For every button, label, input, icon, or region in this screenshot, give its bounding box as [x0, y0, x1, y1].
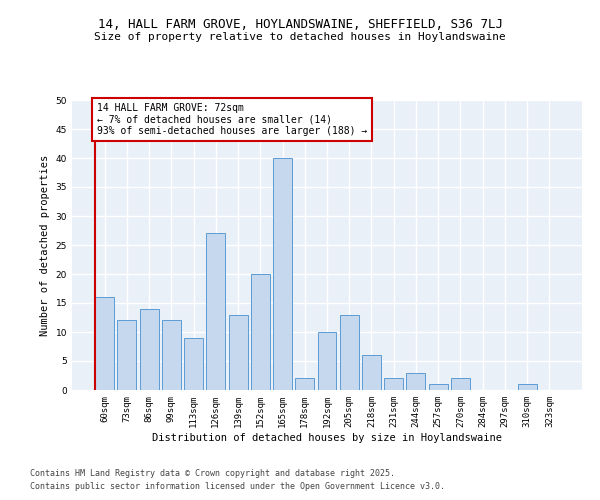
Bar	[384, 378, 403, 390]
Bar	[184, 338, 203, 390]
Bar	[206, 234, 225, 390]
Bar	[251, 274, 270, 390]
Text: 14 HALL FARM GROVE: 72sqm
← 7% of detached houses are smaller (14)
93% of semi-d: 14 HALL FARM GROVE: 72sqm ← 7% of detach…	[97, 103, 367, 136]
Bar	[229, 314, 248, 390]
Text: Contains public sector information licensed under the Open Government Licence v3: Contains public sector information licen…	[30, 482, 445, 491]
Bar	[295, 378, 314, 390]
Bar	[118, 320, 136, 390]
Text: Size of property relative to detached houses in Hoylandswaine: Size of property relative to detached ho…	[94, 32, 506, 42]
Bar	[362, 355, 381, 390]
Bar	[518, 384, 536, 390]
Bar	[95, 297, 114, 390]
Bar	[317, 332, 337, 390]
Text: 14, HALL FARM GROVE, HOYLANDSWAINE, SHEFFIELD, S36 7LJ: 14, HALL FARM GROVE, HOYLANDSWAINE, SHEF…	[97, 18, 503, 30]
Bar	[406, 372, 425, 390]
X-axis label: Distribution of detached houses by size in Hoylandswaine: Distribution of detached houses by size …	[152, 432, 502, 442]
Text: Contains HM Land Registry data © Crown copyright and database right 2025.: Contains HM Land Registry data © Crown c…	[30, 468, 395, 477]
Y-axis label: Number of detached properties: Number of detached properties	[40, 154, 50, 336]
Bar	[140, 309, 158, 390]
Bar	[429, 384, 448, 390]
Bar	[340, 314, 359, 390]
Bar	[451, 378, 470, 390]
Bar	[162, 320, 181, 390]
Bar	[273, 158, 292, 390]
